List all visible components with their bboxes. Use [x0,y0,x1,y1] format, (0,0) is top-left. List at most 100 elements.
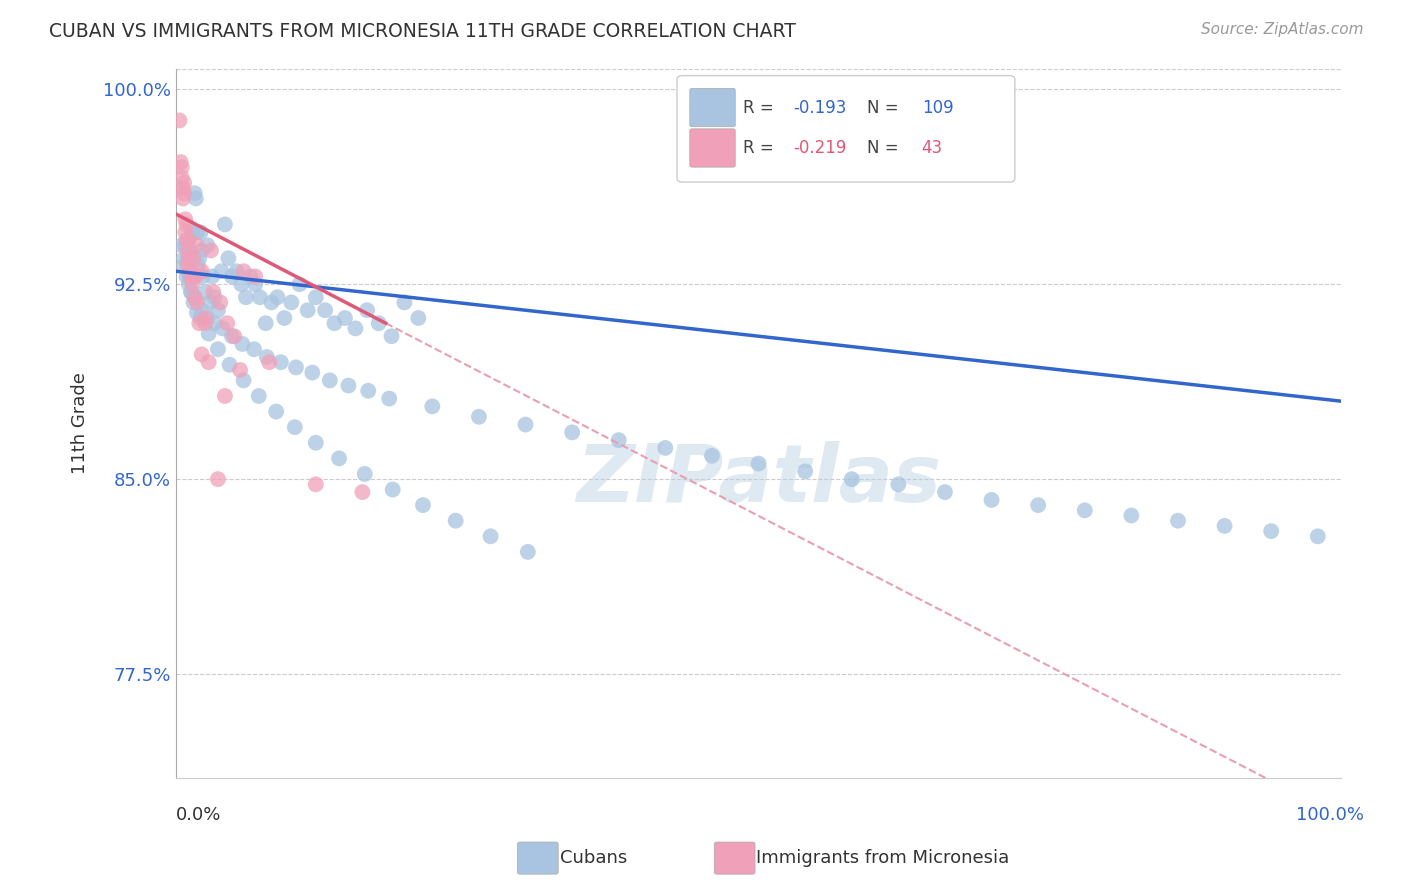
Point [231,337,253,351]
Point [273,311,295,326]
Point [305,435,328,450]
Point [217,252,239,266]
Point [239,269,262,284]
Point [176,233,198,247]
Y-axis label: 11th Grade: 11th Grade [72,372,89,475]
Point [367,316,389,330]
Point [654,441,676,455]
Point [516,545,538,559]
Point [700,449,723,463]
Point [187,259,209,273]
Point [394,295,416,310]
Point [794,464,817,478]
Point [1074,503,1097,517]
Point [256,350,278,364]
Point [357,384,380,398]
Point [1213,519,1236,533]
Text: -0.219: -0.219 [793,139,846,157]
Point [468,409,491,424]
Point [247,389,270,403]
Point [254,316,277,330]
Point [172,191,194,205]
Point [408,311,430,326]
Point [229,363,252,377]
Point [169,113,191,128]
Point [179,269,201,284]
Point [202,285,225,299]
Point [197,238,219,252]
Point [197,326,219,341]
Point [176,252,198,266]
Point [186,306,208,320]
Point [170,170,193,185]
Point [249,290,271,304]
Point [177,252,200,266]
Point [190,244,212,258]
Point [191,269,214,284]
Point [378,392,401,406]
Point [305,290,328,304]
Text: Source: ZipAtlas.com: Source: ZipAtlas.com [1201,22,1364,37]
Point [197,311,219,326]
Point [1167,514,1189,528]
Point [270,355,292,369]
Point [207,472,229,486]
Point [235,290,257,304]
Point [412,498,434,512]
Point [243,342,266,356]
Point [190,303,212,318]
Point [260,295,283,310]
Text: 100.0%: 100.0% [1296,806,1364,824]
Point [344,321,367,335]
Text: ZIPatlas: ZIPatlas [576,441,941,519]
Point [314,303,336,318]
Point [180,269,202,284]
Point [174,238,197,252]
Point [173,252,195,266]
Point [183,186,205,201]
Text: Immigrants from Micronesia: Immigrants from Micronesia [756,849,1010,867]
Point [444,514,467,528]
Point [288,277,311,292]
Point [225,264,247,278]
Point [183,269,205,284]
Point [190,264,212,278]
Text: 109: 109 [922,98,953,117]
Point [280,295,302,310]
Point [186,295,208,310]
Point [180,285,202,299]
Point [188,252,211,266]
Text: N =: N = [868,139,898,157]
Point [380,329,402,343]
Point [204,316,226,330]
Point [980,492,1002,507]
Point [607,433,630,447]
Point [245,269,267,284]
Point [184,269,207,284]
Point [319,373,342,387]
Point [221,269,243,284]
Point [179,244,201,258]
Point [264,404,287,418]
Point [323,316,346,330]
Point [207,303,229,318]
Point [217,316,239,330]
Point [301,366,323,380]
Point [176,269,198,284]
Text: Cubans: Cubans [560,849,627,867]
Point [181,277,204,292]
Point [420,400,443,414]
Text: R =: R = [744,98,779,117]
Point [209,295,232,310]
Point [190,347,212,361]
Point [186,225,208,239]
Point [181,225,204,239]
Text: N =: N = [868,98,898,117]
Point [183,290,205,304]
Point [232,373,254,387]
Point [179,264,201,278]
Point [356,303,378,318]
Point [561,425,583,440]
Point [333,311,356,326]
Point [190,311,212,326]
